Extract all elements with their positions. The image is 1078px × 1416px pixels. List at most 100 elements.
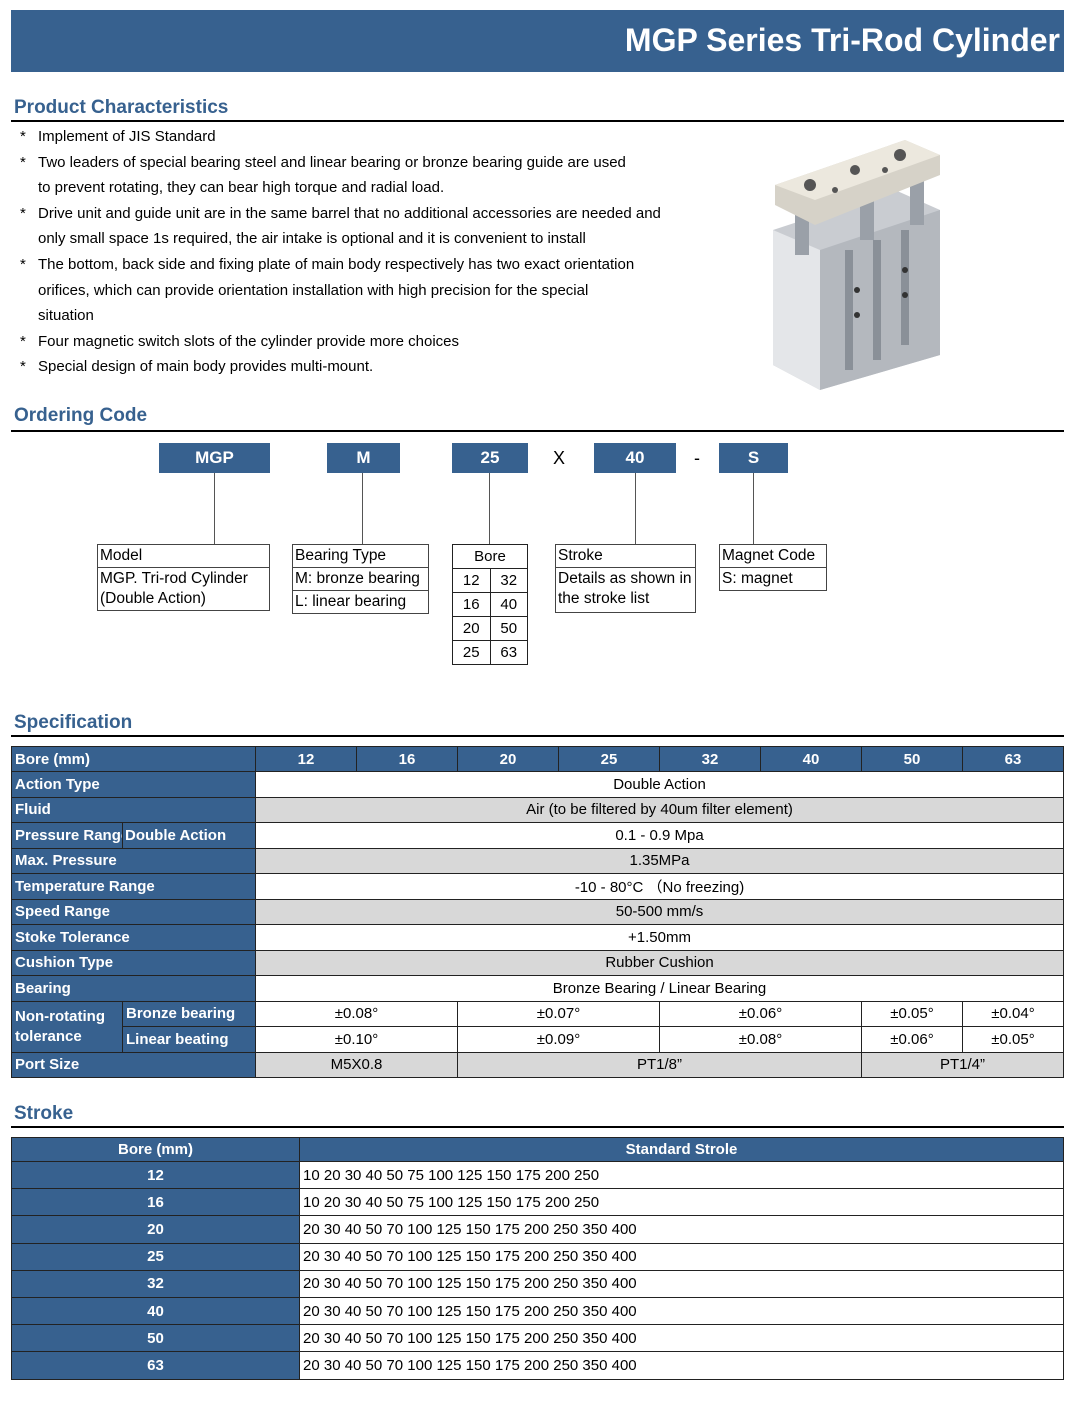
cylinder-product-image — [773, 140, 940, 390]
port-value: M5X0.8 — [255, 1051, 459, 1078]
stroke-values: 20 30 40 50 70 100 125 150 175 200 250 3… — [299, 1215, 1064, 1244]
separator-x: X — [553, 448, 566, 468]
stroke-desc: Details as shown in the stroke list — [558, 570, 692, 607]
row-label: Pressure Range — [11, 822, 123, 849]
stroke-bore: 50 — [11, 1324, 300, 1353]
tolerance-row: Non-rotating tolerance Bronze bearing ±0.0… — [11, 1000, 1065, 1053]
tolerance-value: ±0.09° — [457, 1026, 661, 1053]
table-row: 50 20 30 40 50 70 100 125 150 175 200 250… — [11, 1324, 1064, 1353]
table-row: 25 20 30 40 50 70 100 125 150 175 200 250… — [11, 1242, 1064, 1271]
tolerance-value: ±0.06° — [659, 1000, 863, 1027]
specification-table: Bore (mm) 12 16 20 25 32 40 50 63 Action Type Doub… — [10, 746, 1065, 1078]
connector-line — [214, 473, 215, 544]
row-label: Speed Range — [10, 898, 257, 925]
stroke-values: 10 20 30 40 50 75 100 125 150 175 200 25… — [299, 1160, 1064, 1190]
code-stroke: 40 — [594, 443, 676, 473]
row-value: 1.35MPa — [255, 847, 1065, 874]
bore-column-header: 20 — [457, 746, 560, 772]
page-title: MGP Series Tri-Rod Cylinder — [624, 22, 1060, 58]
table-row: Fluid Air (to be filtered by 40um filter … — [10, 796, 1065, 823]
stroke-bore: 32 — [11, 1269, 300, 1298]
port-value: PT1/4” — [861, 1051, 1065, 1078]
model-desc: MGP. Tri-rod Cylinder (Double Action) — [100, 570, 248, 607]
bore-option: 32 — [489, 568, 528, 593]
table-row: 40 20 30 40 50 70 100 125 150 175 200 250… — [11, 1296, 1064, 1326]
tolerance-value: ±0.05° — [962, 1026, 1065, 1053]
row-label: Fluid — [10, 796, 257, 823]
title-banner: MGP Series Tri-Rod Cylinder — [11, 10, 1064, 72]
stroke-table: Bore (mm) Standard Strole 12 10 20 30 40 50… — [11, 1137, 1064, 1380]
stroke-column-header: Standard Strole — [299, 1137, 1064, 1162]
code-bore: 25 — [452, 443, 528, 473]
stroke-bore: 16 — [11, 1188, 300, 1217]
stroke-bore: 25 — [11, 1242, 300, 1271]
list-item: The bottom, back side and fixing plate o… — [18, 252, 638, 329]
tolerance-value: ±0.08° — [659, 1026, 863, 1053]
bore-column-header: 25 — [558, 746, 661, 772]
list-item: Two leaders of special bearing steel and… — [18, 150, 638, 201]
row-sublabel: Double Action — [121, 822, 257, 849]
bore-column-header: 50 — [861, 746, 964, 772]
tolerance-value: ±0.06° — [861, 1026, 964, 1053]
stroke-values: 20 30 40 50 70 100 125 150 175 200 250 3… — [299, 1351, 1064, 1380]
row-label: Action Type — [10, 771, 257, 798]
magnet-title: Magnet Code — [720, 545, 826, 568]
port-row: Port Size M5X0.8 PT1/8” PT1/4” — [10, 1051, 1065, 1078]
connector-line — [753, 473, 754, 544]
connector-line — [362, 473, 363, 544]
bore-option: 20 — [452, 616, 491, 641]
table-row: Cushion Type Rubber Cushion — [10, 949, 1065, 976]
row-value: Bronze Bearing / Linear Bearing — [255, 975, 1065, 1002]
divider — [11, 1126, 1064, 1128]
tolerance-row: Linear beating ±0.10° ±0.09° ±0.08° ±0.06° ±0… — [12, 1026, 1065, 1053]
list-item: Special design of main body provides mul… — [18, 354, 658, 380]
bearing-option: L: linear bearing — [295, 593, 407, 610]
row-label: Bearing — [10, 975, 257, 1002]
bore-option: 25 — [452, 640, 491, 665]
tolerance-value: ±0.04° — [962, 1000, 1065, 1027]
bore-title: Bore — [452, 544, 528, 569]
code-model: MGP — [159, 443, 270, 473]
row-value: 50-500 mm/s — [255, 898, 1065, 925]
bore-box: Bore 12 32 16 40 20 50 25 63 — [452, 544, 528, 665]
stroke-bore: 20 — [11, 1215, 300, 1244]
model-box: Model MGP. Tri-rod Cylinder (Double Acti… — [97, 544, 270, 611]
magnet-box: Magnet Code S: magnet — [719, 544, 827, 591]
row-label: Cushion Type — [10, 949, 257, 976]
connector-line — [489, 473, 490, 544]
stroke-bore: 12 — [11, 1160, 300, 1190]
stroke-values: 10 20 30 40 50 75 100 125 150 175 200 25… — [299, 1188, 1064, 1217]
bore-option: 16 — [452, 592, 491, 617]
row-value: 0.1 - 0.9 Mpa — [255, 822, 1065, 849]
tolerance-value: ±0.10° — [255, 1026, 459, 1053]
tolerance-value: ±0.05° — [861, 1000, 964, 1027]
connector-line — [635, 473, 636, 544]
divider — [11, 120, 1064, 122]
table-row: 63 20 30 40 50 70 100 125 150 175 200 250… — [11, 1351, 1064, 1380]
bore-label: Bore (mm) — [10, 746, 257, 772]
row-value: Rubber Cushion — [255, 949, 1065, 976]
bearing-title: Bearing Type — [293, 545, 428, 568]
bearing-box: Bearing Type M: bronze bearing L: linear… — [292, 544, 429, 614]
bore-option: 50 — [489, 616, 528, 641]
port-value: PT1/8” — [457, 1051, 863, 1078]
bore-column-header: 16 — [356, 746, 459, 772]
code-magnet: S — [719, 443, 788, 473]
code-bearing: M — [327, 443, 400, 473]
table-row: 12 10 20 30 40 50 75 100 125 150 175 200 … — [11, 1160, 1064, 1190]
bore-option: 40 — [489, 592, 528, 617]
stroke-values: 20 30 40 50 70 100 125 150 175 200 250 3… — [299, 1324, 1064, 1353]
list-item: Four magnetic switch slots of the cylind… — [18, 329, 658, 355]
ordering-heading: Ordering Code — [14, 405, 148, 426]
tolerance-sublabel: Bronze bearing — [121, 1000, 257, 1027]
table-row: Max. Pressure 1.35MPa — [10, 847, 1065, 874]
stroke-column-header: Bore (mm) — [11, 1137, 300, 1162]
tolerance-value: ±0.07° — [457, 1000, 661, 1027]
stroke-values: 20 30 40 50 70 100 125 150 175 200 250 3… — [299, 1296, 1064, 1326]
bearing-option: M: bronze bearing — [293, 568, 428, 591]
bore-column-header: 40 — [760, 746, 863, 772]
table-row: 16 10 20 30 40 50 75 100 125 150 175 200 … — [11, 1188, 1064, 1217]
table-row: Pressure Range Double Action 0.1 - 0.9 Mpa — [11, 822, 1065, 849]
stroke-bore: 40 — [11, 1296, 300, 1326]
bore-option: 63 — [489, 640, 528, 665]
